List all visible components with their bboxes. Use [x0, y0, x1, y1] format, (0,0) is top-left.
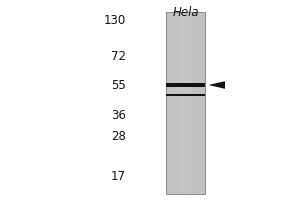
Bar [167, 94, 206, 96]
Text: 72: 72 [111, 49, 126, 62]
Text: 55: 55 [111, 79, 126, 92]
Bar [167, 12, 206, 194]
Bar [179, 12, 193, 194]
Text: Hela: Hela [173, 6, 199, 19]
Text: 17: 17 [111, 170, 126, 182]
Bar [167, 83, 206, 87]
Text: 28: 28 [111, 130, 126, 142]
Bar [193, 12, 206, 194]
Text: 130: 130 [104, 14, 126, 26]
Bar [167, 12, 206, 194]
Bar [167, 12, 179, 194]
Text: 36: 36 [111, 109, 126, 122]
Polygon shape [208, 81, 225, 89]
